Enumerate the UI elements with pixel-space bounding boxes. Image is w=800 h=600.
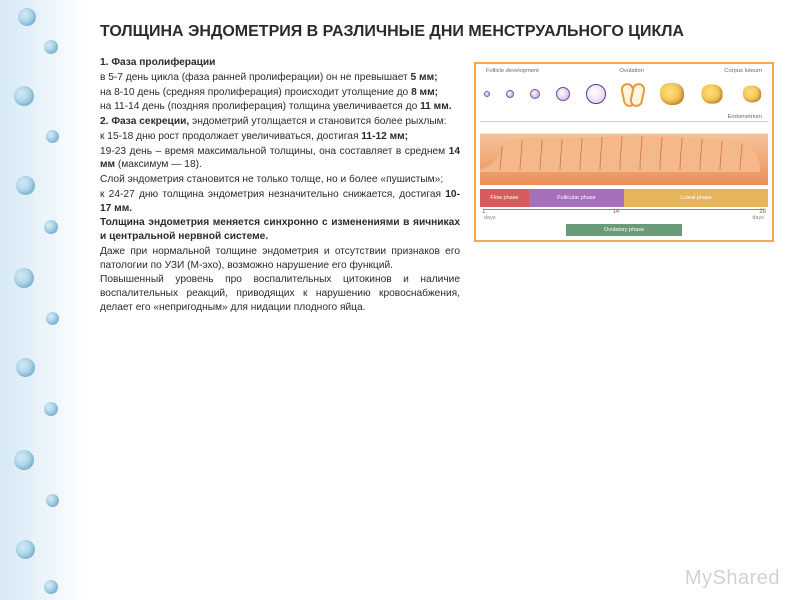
follicle-icon	[506, 90, 514, 98]
label-endometrium: Endometrium	[480, 112, 768, 121]
dna-node	[14, 86, 34, 106]
dna-node	[14, 268, 34, 288]
phase2-line-c: Слой эндометрия становится не только тол…	[100, 173, 460, 187]
dna-node	[16, 176, 35, 195]
figure-column: Follicle development Ovulation Corpus lu…	[474, 56, 774, 316]
endometrium-wave-icon	[480, 132, 760, 172]
dna-node	[16, 358, 35, 377]
phase-segment: Luteal phase	[624, 189, 768, 207]
dna-node	[44, 402, 58, 416]
label-ovulation: Ovulation	[619, 68, 644, 74]
para-sync: Толщина эндометрия меняется синхронно с …	[100, 216, 460, 244]
page-title: ТОЛЩИНА ЭНДОМЕТРИЯ В РАЗЛИЧНЫЕ ДНИ МЕНСТ…	[100, 22, 780, 42]
axis-unit-left: days	[484, 215, 496, 221]
follicle-icon	[530, 89, 540, 99]
phase-segment: Follicular phase	[529, 189, 624, 207]
text-column: 1. Фаза пролиферации в 5-7 день цикла (ф…	[100, 56, 460, 316]
dna-node	[46, 494, 59, 507]
cycle-figure: Follicle development Ovulation Corpus lu…	[474, 62, 774, 242]
axis-line	[484, 209, 764, 210]
watermark: MyShared	[685, 567, 780, 590]
dna-node	[44, 220, 58, 234]
ovulatory-phase-bar: Ovulatory phase	[566, 224, 681, 236]
follicle-icon	[556, 87, 570, 101]
axis-row: 1 14 28	[480, 207, 768, 215]
phase1-line-c: на 11-14 день (поздняя пролиферация) тол…	[100, 100, 460, 114]
dna-node	[44, 40, 58, 54]
dna-node	[16, 540, 35, 559]
phase1-line-b: на 8-10 день (средняя пролиферация) прои…	[100, 86, 460, 100]
dna-sidebar	[0, 0, 85, 600]
dna-node	[44, 580, 58, 594]
dna-node	[46, 312, 59, 325]
figure-top-labels: Follicle development Ovulation Corpus lu…	[480, 68, 768, 76]
phase-bar: Flow phaseFollicular phaseLuteal phase	[480, 189, 768, 207]
axis-unit-right: days	[752, 215, 764, 221]
para-uzi: Даже при нормальной толщине эндометрия и…	[100, 245, 460, 273]
label-follicle-dev: Follicle development	[486, 68, 539, 74]
ovulation-icon	[622, 83, 644, 105]
content-area: ТОЛЩИНА ЭНДОМЕТРИЯ В РАЗЛИЧНЫЕ ДНИ МЕНСТ…	[100, 22, 780, 316]
phase2-line-b: 19-23 день – время максимальной толщины,…	[100, 145, 460, 173]
phase2-line-d: к 24-27 дню толщина эндометрия незначите…	[100, 188, 460, 216]
dna-node	[14, 450, 34, 470]
follicle-icon	[484, 91, 490, 97]
phase-segment: Flow phase	[480, 189, 529, 207]
phase1-line-a: в 5-7 день цикла (фаза ранней пролиферац…	[100, 71, 460, 85]
body-row: 1. Фаза пролиферации в 5-7 день цикла (ф…	[100, 56, 780, 316]
corpus-luteum-icon	[743, 86, 761, 103]
follicle-row	[480, 76, 768, 112]
dna-node	[18, 8, 36, 26]
follicle-icon	[586, 84, 606, 104]
endometrium-chart	[480, 121, 768, 185]
phase1-heading: 1. Фаза пролиферации	[100, 56, 460, 70]
label-corpus-luteum: Corpus luteum	[724, 68, 762, 74]
corpus-luteum-icon	[660, 83, 684, 105]
phase2-heading: 2. Фаза секреции, эндометрий утолщается …	[100, 115, 460, 129]
axis-mid: 14	[612, 209, 619, 215]
phase2-line-a: к 15-18 дню рост продолжает увеличиватьс…	[100, 130, 460, 144]
corpus-luteum-icon	[701, 84, 722, 103]
para-cytokines: Повышенный уровень про воспалительных ци…	[100, 273, 460, 314]
dna-node	[46, 130, 59, 143]
